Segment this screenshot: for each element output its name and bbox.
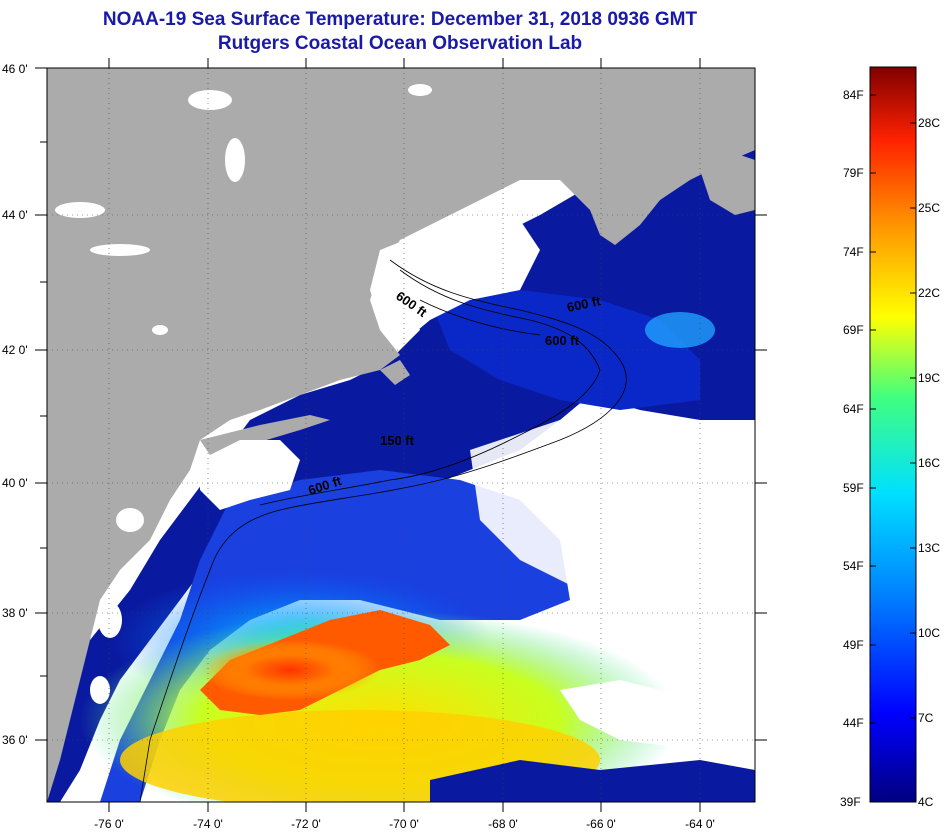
map-frame <box>46 67 756 803</box>
cb-c-22: 22C <box>918 286 940 300</box>
map-plot-area: 600 ft 600 ft 600 ft 150 ft 600 ft <box>47 68 755 802</box>
gulf-of-maine-clouds <box>370 220 540 345</box>
cb-f-64: 64F <box>843 402 864 416</box>
lon-label-72: -72 0' <box>291 817 321 831</box>
lat-label-40: 40 0' <box>2 476 28 490</box>
lat-label-38: 38 0' <box>2 606 28 620</box>
cb-f-69: 69F <box>843 323 864 337</box>
cb-c-13: 13C <box>918 541 940 555</box>
lat-label-36: 36 0' <box>2 733 28 747</box>
colorbar-ticks <box>870 94 916 724</box>
lon-label-70: -70 0' <box>389 817 419 831</box>
cb-c-10: 10C <box>918 626 940 640</box>
lon-label-74: -74 0' <box>193 817 223 831</box>
cb-c-28: 28C <box>918 116 940 130</box>
lon-label-68: -68 0' <box>488 817 518 831</box>
lat-label-44: 44 0' <box>2 208 28 222</box>
land-cape-breton <box>700 155 755 215</box>
lon-label-64: -64 0' <box>685 817 715 831</box>
coastal-clouds-nj <box>200 440 300 510</box>
gulf-stream-hot-core <box>200 640 380 700</box>
inland-clouds <box>55 84 432 704</box>
cb-c-7: 7C <box>918 711 934 725</box>
axis-ticks <box>35 58 767 812</box>
contour-label-600ft-east: 600 ft <box>566 293 603 315</box>
lon-label-66: -66 0' <box>586 817 616 831</box>
land-mainland <box>47 68 755 802</box>
cb-f-39: 39F <box>840 795 861 809</box>
bathymetry-contours <box>139 259 627 802</box>
map-title: NOAA-19 Sea Surface Temperature: Decembe… <box>102 9 698 30</box>
land-cape-cod <box>380 360 410 385</box>
lat-label-46: 46 0' <box>2 62 28 76</box>
cold-shelf-water <box>47 120 755 802</box>
cb-f-54: 54F <box>843 559 864 573</box>
eastern-cyan-patch <box>645 312 715 348</box>
cb-f-74: 74F <box>843 245 864 259</box>
cb-f-59: 59F <box>843 481 864 495</box>
contour-label-150ft: 150 ft <box>380 433 415 448</box>
colorbar <box>869 66 917 803</box>
southern-cold-water <box>430 760 755 802</box>
cb-f-79: 79F <box>843 166 864 180</box>
lat-label-42: 42 0' <box>2 343 28 357</box>
graticule <box>47 68 755 802</box>
gulf-of-maine-blue <box>430 290 700 410</box>
cb-c-16: 16C <box>918 456 940 470</box>
land-nova-scotia <box>560 90 755 245</box>
offshore-clouds <box>470 420 755 650</box>
cb-f-44: 44F <box>843 716 864 730</box>
cb-c-19: 19C <box>918 371 940 385</box>
cb-c-25: 25C <box>918 201 940 215</box>
cb-f-49: 49F <box>843 638 864 652</box>
southeast-clouds <box>560 680 755 760</box>
contour-label-600ft-mid: 600 ft <box>545 333 580 348</box>
lon-label-76: -76 0' <box>94 817 124 831</box>
cb-c-4: 4C <box>918 795 934 809</box>
cb-f-84: 84F <box>843 88 864 102</box>
map-subtitle: Rutgers Coastal Ocean Observation Lab <box>217 33 583 54</box>
